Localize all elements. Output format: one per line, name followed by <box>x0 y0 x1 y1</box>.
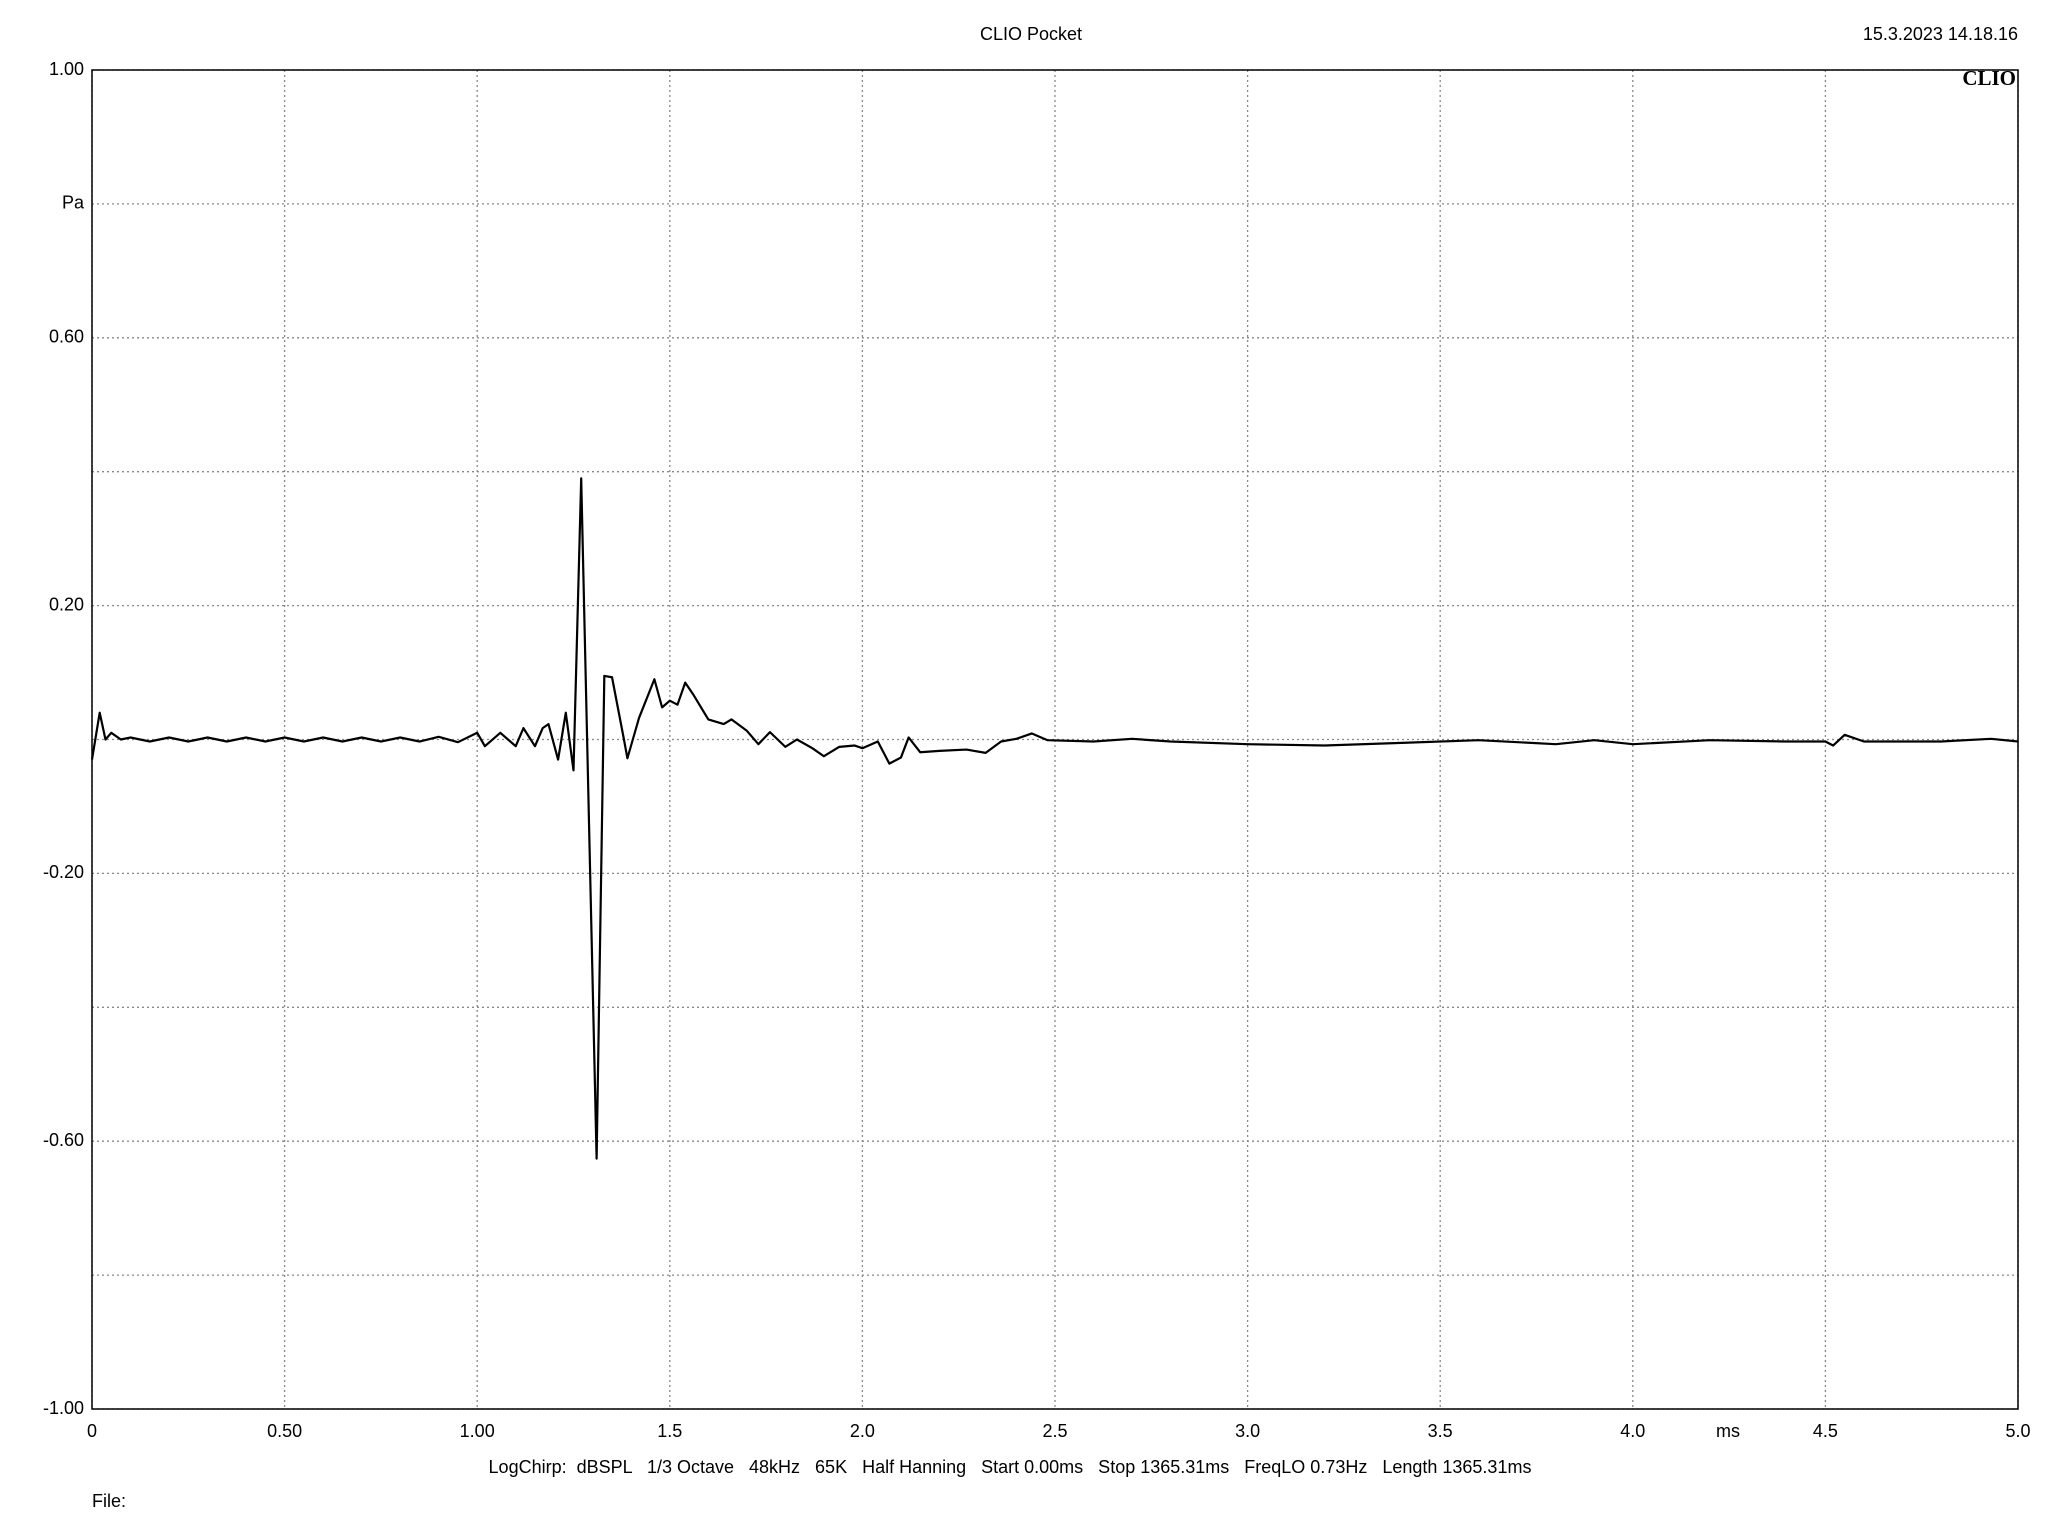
y-tick-label: 1.00 <box>49 59 84 79</box>
timestamp: 15.3.2023 14.18.16 <box>1863 24 2018 44</box>
x-tick-label: 4.0 <box>1620 1421 1645 1441</box>
x-axis-label: ms <box>1716 1421 1740 1441</box>
x-tick-label: 0.50 <box>267 1421 302 1441</box>
x-tick-label: 0 <box>87 1421 97 1441</box>
y-axis-label: Pa <box>62 193 85 213</box>
x-tick-label: 4.5 <box>1813 1421 1838 1441</box>
x-tick-label: 1.5 <box>657 1421 682 1441</box>
chart-title: CLIO Pocket <box>980 24 1082 44</box>
y-tick-label: -0.20 <box>43 862 84 882</box>
x-tick-label: 2.5 <box>1042 1421 1067 1441</box>
y-tick-label: 0.60 <box>49 327 84 347</box>
data-line <box>90 477 2019 1160</box>
x-tick-label: 3.0 <box>1235 1421 1260 1441</box>
file-label: File: <box>92 1491 126 1511</box>
x-tick-label: 2.0 <box>850 1421 875 1441</box>
x-tick-label: 1.00 <box>460 1421 495 1441</box>
y-tick-label: -0.60 <box>43 1130 84 1150</box>
x-tick-label: 5.0 <box>2005 1421 2030 1441</box>
y-tick-label: -1.00 <box>43 1398 84 1418</box>
footer: LogChirp: dBSPL 1/3 Octave 48kHz 65K Hal… <box>489 1457 1532 1477</box>
plot-frame <box>91 69 2019 1410</box>
y-tick-label: 0.20 <box>49 594 84 614</box>
x-tick-label: 3.5 <box>1428 1421 1453 1441</box>
